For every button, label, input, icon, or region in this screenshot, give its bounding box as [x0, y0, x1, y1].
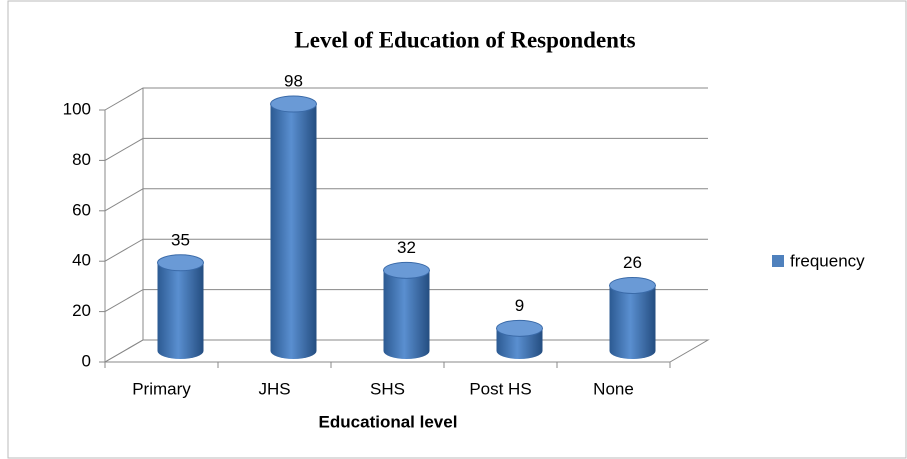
bar-top: [496, 319, 543, 337]
y-tick-label: 100: [63, 99, 91, 118]
x-tick-label: Post HS: [469, 379, 531, 398]
x-axis-label: Educational level: [319, 412, 458, 431]
x-tick-label: SHS: [370, 379, 405, 398]
bar: [496, 328, 543, 359]
grid-line: [104, 87, 708, 111]
data-label: 32: [397, 238, 416, 257]
bar-top: [157, 254, 204, 272]
data-label: 35: [171, 230, 190, 249]
x-tick-label: None: [593, 379, 634, 398]
chart-title: Level of Education of Respondents: [294, 27, 635, 52]
grid-line: [104, 238, 708, 262]
bar: [383, 270, 430, 359]
chart-border: [7, 0, 907, 459]
bar-top: [270, 95, 317, 113]
grid-line: [104, 137, 708, 161]
grid-line: [104, 188, 708, 212]
x-tick-label: Primary: [132, 379, 191, 398]
legend-label: frequency: [790, 251, 865, 270]
y-tick-label: 60: [72, 200, 91, 219]
y-tick-label: 0: [82, 351, 91, 370]
y-tick-label: 80: [72, 150, 91, 169]
data-label: 98: [284, 72, 303, 91]
bar: [270, 104, 317, 359]
bar: [609, 285, 656, 359]
legend-swatch: [772, 255, 784, 267]
y-tick-label: 40: [72, 251, 91, 270]
data-label: 26: [623, 253, 642, 272]
bar: [157, 262, 204, 359]
y-tick-label: 20: [72, 301, 91, 320]
bar-top: [609, 276, 656, 294]
grid-line: [104, 289, 708, 313]
x-tick-label: JHS: [258, 379, 290, 398]
bar-top: [383, 261, 430, 279]
data-label: 9: [515, 296, 524, 315]
